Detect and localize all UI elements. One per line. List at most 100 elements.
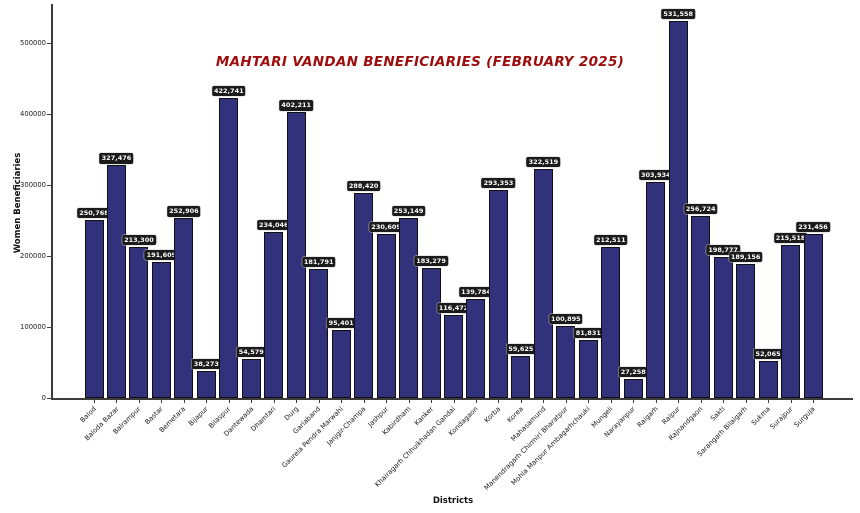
chart-title: MAHTARI VANDAN BENEFICIARIES (FEBRUARY 2… xyxy=(215,54,625,70)
bar xyxy=(354,193,374,398)
x-axis-label: Districts xyxy=(432,496,474,506)
x-tick-mark xyxy=(341,399,343,403)
bar xyxy=(129,246,149,398)
bar-value-label: 327,476 xyxy=(99,153,134,164)
bar xyxy=(151,261,171,398)
x-tick-mark xyxy=(745,399,747,403)
bar-value-label: 59,625 xyxy=(506,343,536,354)
bar-value-label: 422,741 xyxy=(212,85,246,96)
bar-value-label: 100,895 xyxy=(549,314,583,325)
x-tick-mark xyxy=(700,399,702,403)
x-tick-mark xyxy=(520,399,522,403)
bar xyxy=(264,231,284,398)
bar xyxy=(713,256,733,398)
bar xyxy=(174,218,194,398)
y-tick-mark xyxy=(47,326,51,328)
x-tick-mark xyxy=(273,399,275,403)
x-tick-mark xyxy=(206,399,208,403)
x-tick-mark xyxy=(565,399,567,403)
x-tick-label: Durg xyxy=(282,405,300,423)
bar xyxy=(556,326,576,398)
bar-value-label: 531,558 xyxy=(661,8,696,19)
y-tick-mark xyxy=(47,184,51,186)
bar xyxy=(736,263,756,398)
x-tick-mark xyxy=(161,399,163,403)
bar-value-label: 191,609 xyxy=(144,249,179,261)
bar xyxy=(219,97,239,398)
x-tick-mark xyxy=(498,399,500,403)
y-tick-mark xyxy=(47,42,51,44)
bar-value-label: 139,784 xyxy=(459,286,493,297)
bar xyxy=(781,244,801,398)
x-tick-mark xyxy=(228,399,230,403)
bar xyxy=(376,234,396,398)
bar-value-label: 252,906 xyxy=(167,206,201,217)
bar xyxy=(309,268,329,398)
bar xyxy=(578,339,598,398)
bar-value-label: 54,579 xyxy=(236,347,266,358)
x-tick-mark xyxy=(655,399,657,403)
x-tick-mark xyxy=(588,399,590,403)
y-tick-label: 0 xyxy=(41,394,46,402)
x-tick-mark xyxy=(610,399,612,403)
x-tick-label: Korea xyxy=(505,405,525,425)
bar xyxy=(623,378,643,398)
bar-value-label: 189,156 xyxy=(728,251,763,262)
x-tick-mark xyxy=(386,399,388,403)
bar-value-label: 322,519 xyxy=(526,157,561,168)
x-tick-mark xyxy=(251,399,253,403)
bar-value-label: 116,472 xyxy=(436,303,471,314)
bar xyxy=(196,370,216,398)
bar xyxy=(758,361,778,398)
x-tick-label: Raigarh xyxy=(635,405,660,430)
bar xyxy=(84,219,104,398)
y-tick-label: 200000 xyxy=(20,252,46,260)
bar xyxy=(286,112,306,398)
x-tick-mark xyxy=(183,399,185,403)
bar xyxy=(601,247,621,398)
bar-value-label: 253,149 xyxy=(391,206,426,217)
bar-value-label: 198,777 xyxy=(706,244,740,255)
x-tick-mark xyxy=(678,399,680,403)
bar-value-label: 256,724 xyxy=(683,203,718,214)
bar xyxy=(691,215,711,398)
x-tick-mark xyxy=(790,399,792,403)
x-tick-mark xyxy=(363,399,365,403)
y-tick-mark xyxy=(47,255,51,257)
bar-value-label: 81,831 xyxy=(573,327,603,339)
x-tick-mark xyxy=(408,399,410,403)
x-tick-mark xyxy=(94,399,95,403)
bar xyxy=(241,359,261,398)
y-tick-label: 500000 xyxy=(20,39,46,47)
bar-value-label: 288,420 xyxy=(346,181,381,192)
x-tick-mark xyxy=(318,399,320,403)
bar-value-label: 234,046 xyxy=(256,219,291,230)
x-tick-mark xyxy=(768,399,770,403)
bar xyxy=(803,233,823,398)
bar-value-label: 250,768 xyxy=(77,207,111,219)
bar xyxy=(511,355,531,398)
x-tick-mark xyxy=(633,399,635,403)
bar xyxy=(466,298,486,398)
bar xyxy=(444,315,464,398)
x-tick-label: Surguja xyxy=(792,405,817,430)
x-tick-label: Korba xyxy=(482,405,503,425)
x-axis-spine xyxy=(51,398,853,400)
x-tick-mark xyxy=(138,399,140,403)
bar-value-label: 293,353 xyxy=(481,177,516,188)
x-tick-label: Balod xyxy=(78,405,98,425)
bar-value-label: 215,518 xyxy=(773,232,808,244)
bar xyxy=(421,267,441,398)
bar-value-label: 52,065 xyxy=(753,349,783,360)
bar xyxy=(646,182,666,398)
bar-value-label: 230,609 xyxy=(369,222,403,233)
x-tick-mark xyxy=(475,399,477,403)
bar-value-label: 95,401 xyxy=(326,318,356,329)
bar-value-label: 213,300 xyxy=(122,234,156,245)
bar-value-label: 27,258 xyxy=(618,366,648,377)
bar-value-label: 183,279 xyxy=(414,255,448,266)
x-tick-label: Surajpur xyxy=(768,405,795,432)
bar xyxy=(533,169,553,398)
x-tick-label: Manendragarh Chirmiri Bharatpur xyxy=(482,405,570,492)
